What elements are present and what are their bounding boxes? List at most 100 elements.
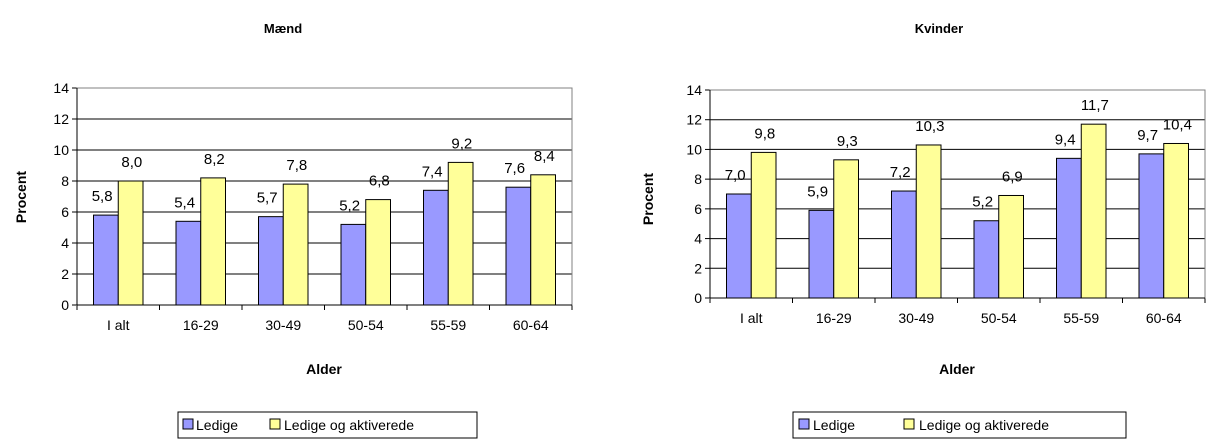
plot-background [710, 90, 1205, 298]
x-tick-label: 50-54 [981, 310, 1017, 326]
data-label: 8,0 [121, 154, 142, 171]
data-label: 5,8 [92, 188, 113, 205]
bar-aktiverede [1080, 123, 1107, 299]
x-axis-title: Alder [939, 361, 975, 377]
plot-background [77, 88, 572, 305]
bar-ledige [891, 190, 917, 299]
y-tick-label: 6 [694, 201, 702, 217]
y-tick-labels: 0 2 4 6 8 10 12 14 [686, 82, 710, 306]
y-tick-label: 10 [53, 142, 69, 158]
y-tick-labels: 0 2 4 6 8 10 12 14 [53, 80, 77, 313]
chart-title: Mænd [264, 21, 302, 36]
bar-aktiverede [833, 159, 859, 299]
y-tick-label: 4 [694, 231, 702, 247]
legend-swatch-aktiverede [903, 418, 915, 430]
x-tick-label: 50-54 [348, 317, 384, 333]
x-tick-label: I alt [107, 317, 130, 333]
data-label: 6,8 [369, 173, 390, 190]
data-label: 7,6 [504, 160, 525, 177]
chart-kvinder: Kvinder Procent Alder Ledige Ledige og a… [640, 21, 1206, 439]
y-tick-label: 0 [61, 297, 69, 313]
legend-box [792, 411, 1127, 439]
legend-label-aktiverede: Ledige og aktiverede [284, 417, 414, 433]
x-tick-label: 30-49 [265, 317, 301, 333]
data-label: 11,7 [1081, 97, 1109, 114]
legend-swatch-ledige [798, 418, 810, 430]
data-label: 7,8 [286, 157, 307, 174]
data-label: 10,3 [915, 118, 944, 135]
bar-aktiverede [915, 144, 942, 299]
bar-aktiverede [200, 177, 226, 306]
bar-ledige [93, 214, 119, 306]
bar-aktiverede [282, 183, 309, 306]
legend-box [177, 411, 478, 439]
bar-aktiverede [750, 151, 777, 299]
y-tick-label: 14 [686, 82, 702, 98]
legend: Ledige Ledige og aktiverede [792, 411, 1127, 439]
data-label: 5,2 [972, 194, 993, 211]
y-tick-label: 12 [53, 111, 69, 127]
plot-area: 0 2 4 6 8 10 12 14 5,8 8,0 5,4 8,2 5,7 7,8 5,2 6,8 7,4 9,… [53, 80, 573, 333]
y-tick-label: 10 [686, 141, 702, 157]
data-label: 5,2 [339, 197, 360, 214]
y-tick-label: 14 [53, 80, 69, 96]
y-tick-label: 8 [61, 173, 69, 189]
bar-aktiverede [530, 174, 556, 306]
legend-swatch-ledige [182, 418, 194, 430]
bar-ledige [808, 209, 835, 299]
bar-aktiverede [998, 194, 1024, 299]
bar-aktiverede [365, 199, 391, 306]
x-axis-title: Alder [306, 361, 342, 377]
bar-ledige [1056, 157, 1082, 299]
bar-ledige [340, 223, 367, 306]
y-tick-label: 8 [694, 171, 702, 187]
bar-ledige [258, 216, 284, 306]
y-tick-label: 12 [686, 112, 702, 128]
data-label: 7,0 [725, 167, 746, 184]
data-label: 5,4 [174, 194, 195, 211]
bar-ledige [175, 220, 202, 306]
data-label: 7,4 [422, 163, 443, 180]
x-tick-label: 30-49 [898, 310, 934, 326]
data-labels: 5,8 8,0 5,4 8,2 5,7 7,8 5,2 6,8 7,4 9,2 7,6 8,4 [92, 135, 555, 214]
legend-label-ledige: Ledige [813, 417, 855, 433]
bar-aktiverede [447, 161, 474, 306]
data-label: 10,4 [1163, 116, 1192, 133]
bar-aktiverede [1163, 142, 1189, 299]
bars [93, 161, 556, 306]
data-label: 9,2 [451, 135, 472, 152]
y-tick-label: 4 [61, 235, 69, 251]
data-label: 9,3 [837, 133, 858, 150]
y-tick-label: 6 [61, 204, 69, 220]
x-tick-label: 55-59 [430, 317, 466, 333]
x-tick-label: I alt [740, 310, 763, 326]
x-tick-label: 16-29 [816, 310, 852, 326]
data-label: 8,2 [204, 151, 225, 168]
bar-ledige [505, 186, 532, 306]
chart-maend: Mænd Procent Alder Ledige Ledige og akti… [13, 21, 573, 439]
data-label: 9,7 [1137, 127, 1158, 144]
y-axis-title: Procent [640, 173, 656, 225]
bar-aktiverede [117, 180, 144, 306]
data-label: 7,2 [890, 164, 911, 181]
x-tick-label: 55-59 [1063, 310, 1099, 326]
y-tick-label: 0 [694, 290, 702, 306]
y-tick-label: 2 [61, 266, 69, 282]
x-tick-label: 16-29 [183, 317, 219, 333]
data-label: 9,4 [1055, 131, 1076, 148]
data-label: 9,8 [754, 125, 775, 142]
bar-ledige [1138, 153, 1165, 299]
data-label: 6,9 [1002, 168, 1023, 185]
y-axis-title: Procent [13, 171, 29, 223]
legend: Ledige Ledige og aktiverede [177, 411, 478, 439]
x-tick-labels: I alt 16-29 30-49 50-54 55-59 60-64 [76, 305, 573, 333]
legend-label-ledige: Ledige [196, 417, 238, 433]
x-tick-label: 60-64 [513, 317, 549, 333]
plot-area: 0 2 4 6 8 10 12 14 7,0 9,8 5,9 9,3 7,2 10,3 5,2 6,9 9,4 1… [686, 82, 1206, 326]
bar-ledige [423, 189, 449, 306]
data-labels: 7,0 9,8 5,9 9,3 7,2 10,3 5,2 6,9 9,4 11,7 9,7 10,4 [725, 97, 1192, 211]
y-tick-label: 2 [694, 260, 702, 276]
bar-ledige [726, 193, 752, 299]
legend-label-aktiverede: Ledige og aktiverede [919, 417, 1049, 433]
